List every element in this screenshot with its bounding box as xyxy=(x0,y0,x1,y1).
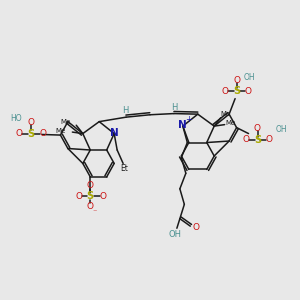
Text: O: O xyxy=(254,124,261,133)
Text: +: + xyxy=(185,115,192,124)
Text: O: O xyxy=(75,192,82,201)
Text: Et: Et xyxy=(121,164,129,173)
Text: HO: HO xyxy=(10,114,22,123)
Text: O: O xyxy=(16,129,23,138)
Text: Me: Me xyxy=(60,118,70,124)
Text: O: O xyxy=(233,76,240,85)
Text: O: O xyxy=(265,135,272,144)
Text: H: H xyxy=(171,103,178,112)
Text: OH: OH xyxy=(243,73,255,82)
Text: O: O xyxy=(40,129,46,138)
Text: N: N xyxy=(110,128,119,138)
Text: O: O xyxy=(87,181,94,190)
Text: N: N xyxy=(178,120,187,130)
Text: S: S xyxy=(28,129,35,139)
Text: O: O xyxy=(87,202,94,211)
Text: O: O xyxy=(222,87,229,96)
Text: O: O xyxy=(244,87,251,96)
Text: S: S xyxy=(254,134,261,145)
Text: Me: Me xyxy=(220,111,231,117)
Text: Me: Me xyxy=(226,120,236,126)
Text: O: O xyxy=(243,135,250,144)
Text: O: O xyxy=(28,118,35,127)
Text: S: S xyxy=(87,191,94,201)
Text: OH: OH xyxy=(169,230,182,239)
Text: ⁻: ⁻ xyxy=(93,207,97,216)
Text: Me: Me xyxy=(55,128,65,134)
Text: H: H xyxy=(122,106,129,115)
Text: O: O xyxy=(99,192,106,201)
Text: S: S xyxy=(233,86,240,96)
Text: OH: OH xyxy=(275,125,287,134)
Text: O: O xyxy=(193,223,200,232)
